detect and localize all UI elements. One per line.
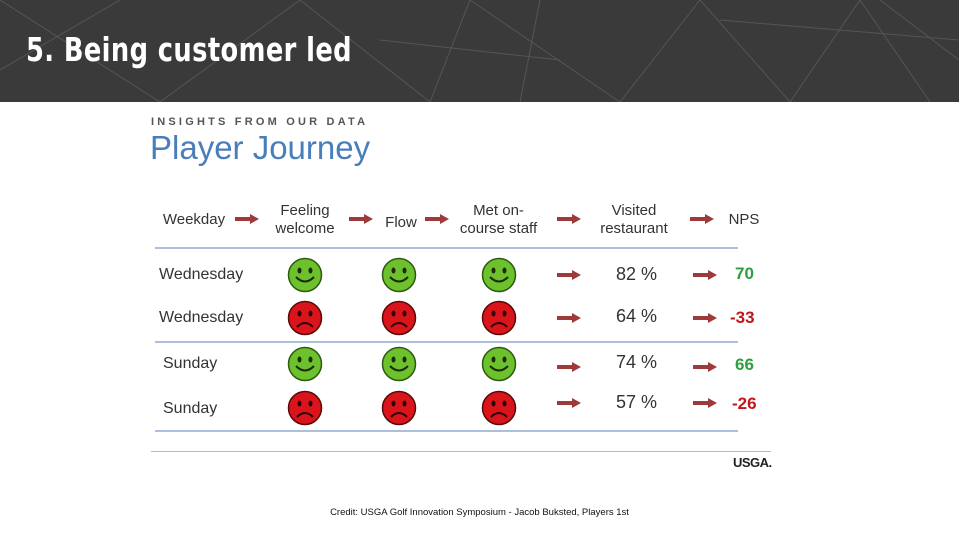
arrow-right-icon xyxy=(557,214,581,224)
footer-rule xyxy=(151,451,771,452)
credit-line: Credit: USGA Golf Innovation Symposium -… xyxy=(330,507,629,518)
arrow-right-icon xyxy=(235,214,259,224)
sad-face-icon xyxy=(481,300,517,336)
column-header-feeling-welcome: Feeling welcome xyxy=(275,202,335,237)
arrow-right-icon xyxy=(693,313,717,323)
happy-face-icon xyxy=(481,257,517,293)
happy-face-icon xyxy=(287,346,323,382)
usga-logo: USGA. xyxy=(733,455,772,470)
row-weekday: Wednesday xyxy=(159,266,244,283)
sad-face-icon xyxy=(481,390,517,426)
arrow-right-icon xyxy=(557,362,581,372)
happy-face-icon xyxy=(287,257,323,293)
happy-face-icon xyxy=(481,346,517,382)
arrow-right-icon xyxy=(693,398,717,408)
group-divider xyxy=(155,341,738,343)
visited-restaurant-value: 57 % xyxy=(616,392,658,412)
visited-restaurant-value: 74 % xyxy=(616,352,658,372)
row-weekday: Sunday xyxy=(163,355,218,372)
nps-value: 66 xyxy=(735,355,754,374)
arrow-right-icon xyxy=(693,362,717,372)
chart-title: Player Journey xyxy=(150,129,371,166)
header-divider xyxy=(155,247,738,249)
column-header-visited-restaurant: Visited restaurant xyxy=(600,202,668,237)
visited-restaurant-value: 64 % xyxy=(616,306,658,326)
visited-restaurant-value: 82 % xyxy=(616,264,658,284)
arrow-right-icon xyxy=(425,214,449,224)
arrow-right-icon xyxy=(349,214,373,224)
slide-title: 5. Being customer led xyxy=(26,30,352,69)
sad-face-icon xyxy=(287,300,323,336)
happy-face-icon xyxy=(381,346,417,382)
column-header-weekday: Weekday xyxy=(162,211,226,228)
sad-face-icon xyxy=(287,390,323,426)
column-header-flow: Flow xyxy=(385,214,417,231)
nps-value: -33 xyxy=(730,308,755,327)
arrow-right-icon xyxy=(693,270,717,280)
arrow-right-icon xyxy=(690,214,714,224)
header-mesh-pattern xyxy=(0,0,959,102)
section-kicker: INSIGHTS FROM OUR DATA xyxy=(151,116,369,128)
row-weekday: Sunday xyxy=(163,400,218,417)
table-bottom-rule xyxy=(155,430,738,432)
arrow-right-icon xyxy=(557,313,581,323)
sad-face-icon xyxy=(381,300,417,336)
column-header-nps: NPS xyxy=(728,211,760,228)
nps-value: -26 xyxy=(732,394,757,413)
column-header-met-staff: Met on-course staff xyxy=(459,202,538,237)
happy-face-icon xyxy=(381,257,417,293)
arrow-right-icon xyxy=(557,398,581,408)
nps-value: 70 xyxy=(735,264,754,283)
slide-header: 5. Being customer led xyxy=(0,0,959,102)
sad-face-icon xyxy=(381,390,417,426)
arrow-right-icon xyxy=(557,270,581,280)
row-weekday: Wednesday xyxy=(159,309,244,326)
